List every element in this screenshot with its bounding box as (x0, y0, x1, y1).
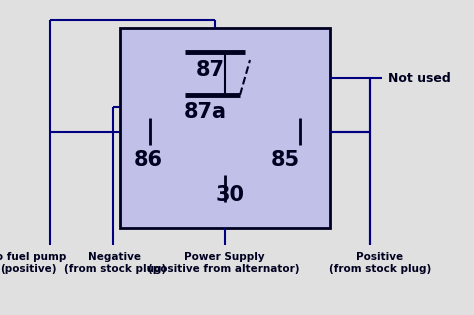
Bar (120, 28, 330, 228)
Text: Power Supply
(positive from alternator): Power Supply (positive from alternator) (148, 252, 300, 274)
Text: 87a: 87a (183, 102, 227, 122)
Text: 87: 87 (195, 60, 225, 80)
Text: Negative
(from stock plug): Negative (from stock plug) (64, 252, 166, 274)
Text: 85: 85 (271, 150, 300, 170)
Text: To fuel pump
(positive): To fuel pump (positive) (0, 252, 66, 274)
Text: 30: 30 (216, 185, 245, 205)
Text: Not used: Not used (388, 72, 451, 84)
Text: Positive
(from stock plug): Positive (from stock plug) (329, 252, 431, 274)
Text: 86: 86 (134, 150, 163, 170)
